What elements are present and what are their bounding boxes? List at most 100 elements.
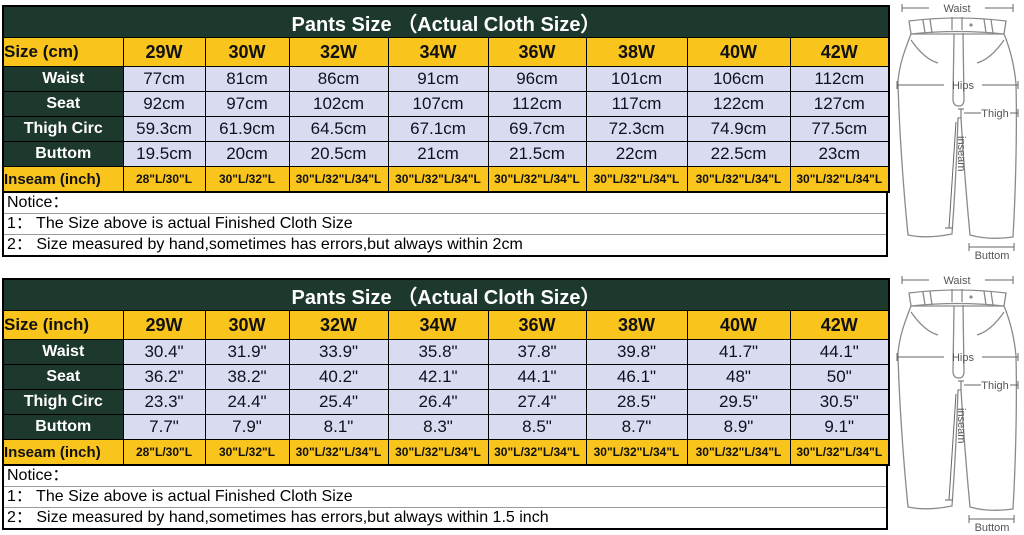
waist-cell: 30.4" <box>122 339 206 365</box>
column-header-32w: 32W <box>288 310 389 340</box>
inseam-cell: 30"L/32"L/34"L <box>585 439 688 466</box>
column-header-36w: 36W <box>487 310 587 340</box>
inseam-label: inseam <box>955 408 967 443</box>
table-row-waist: Waist 77cm 81cm 86cm 91cm 96cm 101cm 106… <box>2 66 890 92</box>
thigh-cell: 23.3" <box>122 389 206 415</box>
seat-cell: 50" <box>789 364 890 390</box>
bottom-cell: 22cm <box>585 141 688 167</box>
seat-cell: 127cm <box>789 91 890 117</box>
thigh-cell: 77.5cm <box>789 116 890 142</box>
bottom-cell: 8.7" <box>585 414 688 440</box>
seat-cell: 122cm <box>686 91 791 117</box>
seat-cell: 48" <box>686 364 791 390</box>
bottom-cell: 19.5cm <box>122 141 206 167</box>
notice-heading: Notice： <box>4 193 886 214</box>
row-label-inseam: Inseam (inch) <box>2 439 124 466</box>
row-label-waist: Waist <box>2 339 124 365</box>
waist-cell: 112cm <box>789 66 890 92</box>
table-row-inseam: Inseam (inch) 28"L/30"L 30"L/32"L 30"L/3… <box>2 439 890 466</box>
inseam-cell: 30"L/32"L/34"L <box>487 166 587 193</box>
thigh-cell: 29.5" <box>686 389 791 415</box>
inseam-cell: 28"L/30"L <box>122 439 206 466</box>
bottom-cell: 20cm <box>204 141 290 167</box>
bottom-cell: 21.5cm <box>487 141 587 167</box>
notice-line-2: 2： Size measured by hand,sometimes has e… <box>7 509 549 526</box>
column-header-42w: 42W <box>789 310 890 340</box>
waist-cell: 86cm <box>288 66 389 92</box>
pants-measurement-diagram-icon: Waist Hips Thigh inseam Buttom <box>896 3 1019 260</box>
bottom-cell: 8.1" <box>288 414 389 440</box>
seat-cell: 92cm <box>122 91 206 117</box>
notice-line-1: 1： The Size above is actual Finished Clo… <box>4 487 886 508</box>
table-row-bottom: Buttom 7.7" 7.9" 8.1" 8.3" 8.5" 8.7" 8.9… <box>2 414 890 440</box>
seat-cell: 97cm <box>204 91 290 117</box>
hips-label: Hips <box>952 80 975 92</box>
bottom-cell: 7.9" <box>204 414 290 440</box>
bottom-cell: 9.1" <box>789 414 890 440</box>
notice-block-cm: Notice： 1： The Size above is actual Fini… <box>2 193 888 257</box>
column-header-30w: 30W <box>204 310 290 340</box>
bottom-cell: 21cm <box>387 141 489 167</box>
inseam-cell: 30"L/32"L/34"L <box>686 439 791 466</box>
column-header-40w: 40W <box>686 310 791 340</box>
row-label-thigh-circ: Thigh Circ <box>2 116 124 142</box>
bottom-cell: 23cm <box>789 141 890 167</box>
thigh-cell: 74.9cm <box>686 116 791 142</box>
thigh-cell: 30.5" <box>789 389 890 415</box>
thigh-label: Thigh <box>981 380 1009 392</box>
seat-cell: 117cm <box>585 91 688 117</box>
size-table-cm-panel: Pants Size （Actual Cloth Size） Size (cm)… <box>2 5 891 257</box>
waist-cell: 77cm <box>122 66 206 92</box>
table-title: Pants Size （Actual Cloth Size） <box>2 278 890 311</box>
waist-cell: 106cm <box>686 66 791 92</box>
waist-cell: 31.9" <box>204 339 290 365</box>
waist-cell: 101cm <box>585 66 688 92</box>
thigh-cell: 25.4" <box>288 389 389 415</box>
hips-label: Hips <box>952 352 975 364</box>
waist-cell: 37.8" <box>487 339 587 365</box>
column-header-36w: 36W <box>487 37 587 67</box>
waist-cell: 96cm <box>487 66 587 92</box>
thigh-cell: 72.3cm <box>585 116 688 142</box>
inseam-cell: 30"L/32"L/34"L <box>288 439 389 466</box>
seat-cell: 102cm <box>288 91 389 117</box>
column-header-34w: 34W <box>387 310 489 340</box>
thigh-cell: 64.5cm <box>288 116 389 142</box>
inseam-cell: 30"L/32"L/34"L <box>686 166 791 193</box>
inseam-label: inseam <box>955 136 967 171</box>
inseam-cell: 30"L/32"L/34"L <box>387 166 489 193</box>
waist-label: Waist <box>943 3 970 15</box>
inseam-cell: 30"L/32"L <box>204 439 290 466</box>
table-row: Pants Size （Actual Cloth Size） <box>2 5 890 38</box>
seat-cell: 40.2" <box>288 364 389 390</box>
row-label-bottom: Buttom <box>2 141 124 167</box>
table-row-bottom: Buttom 19.5cm 20cm 20.5cm 21cm 21.5cm 22… <box>2 141 890 167</box>
thigh-cell: 67.1cm <box>387 116 489 142</box>
table-row: Size (cm) 29W 30W 32W 34W 36W 38W 40W 42… <box>2 37 890 67</box>
notice-block-inch: Notice： 1： The Size above is actual Fini… <box>2 466 888 530</box>
row-label-inseam: Inseam (inch) <box>2 166 124 193</box>
waist-cell: 91cm <box>387 66 489 92</box>
table-row: Pants Size （Actual Cloth Size） <box>2 278 890 311</box>
bottom-cell: 20.5cm <box>288 141 389 167</box>
size-unit-header: Size (cm) <box>2 37 124 67</box>
thigh-cell: 59.3cm <box>122 116 206 142</box>
bottom-label: Buttom <box>975 250 1010 260</box>
waist-cell: 44.1" <box>789 339 890 365</box>
row-label-bottom: Buttom <box>2 414 124 440</box>
seat-cell: 42.1" <box>387 364 489 390</box>
inseam-cell: 28"L/30"L <box>122 166 206 193</box>
seat-cell: 46.1" <box>585 364 688 390</box>
bottom-cell: 22.5cm <box>686 141 791 167</box>
thigh-cell: 61.9cm <box>204 116 290 142</box>
bottom-label: Buttom <box>975 522 1010 532</box>
waist-cell: 35.8" <box>387 339 489 365</box>
measure-lines-icon <box>896 4 1019 251</box>
thigh-cell: 69.7cm <box>487 116 587 142</box>
row-label-seat: Seat <box>2 364 124 390</box>
table-row-thigh: Thigh Circ 23.3" 24.4" 25.4" 26.4" 27.4"… <box>2 389 890 415</box>
table-title: Pants Size （Actual Cloth Size） <box>2 5 890 38</box>
column-header-42w: 42W <box>789 37 890 67</box>
column-header-30w: 30W <box>204 37 290 67</box>
thigh-cell: 27.4" <box>487 389 587 415</box>
